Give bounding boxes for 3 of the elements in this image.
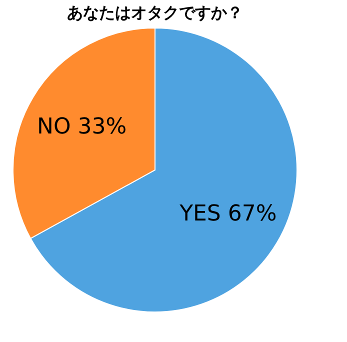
slice-label: YES 67% [178,201,277,226]
chart-title: あなたはオタクですか？ [67,3,243,22]
slice-label: NO 33% [37,114,127,140]
